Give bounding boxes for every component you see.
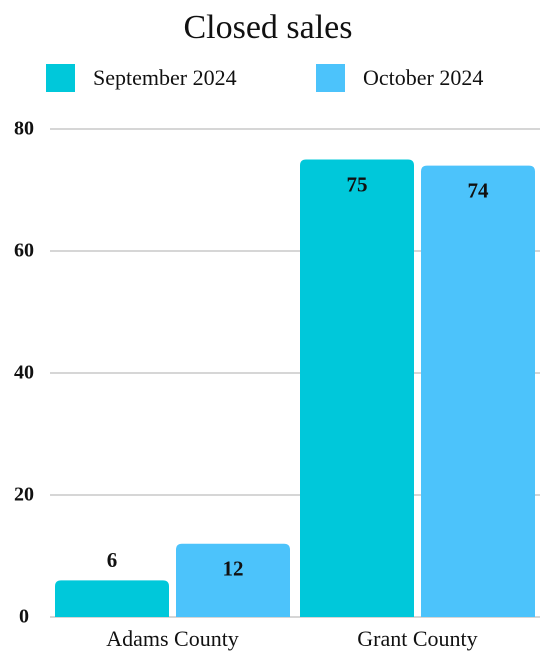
y-tick-label: 40: [14, 362, 34, 384]
legend-swatch: [46, 64, 75, 92]
y-tick-label: 0: [19, 606, 29, 628]
bar: [421, 165, 535, 617]
legend-label: October 2024: [363, 65, 483, 90]
y-tick-label: 60: [14, 240, 34, 262]
legend-swatch: [316, 64, 345, 92]
bar: [55, 580, 169, 617]
data-label: 75: [347, 172, 368, 196]
bar: [300, 159, 414, 617]
y-tick-label: 80: [14, 118, 34, 140]
legend-label: September 2024: [93, 65, 237, 90]
bar: [176, 543, 290, 617]
y-tick-label: 20: [14, 484, 34, 506]
data-label: 6: [107, 548, 118, 572]
data-label: 74: [468, 178, 490, 202]
x-tick-label: Grant County: [357, 626, 477, 651]
chart-title: Closed sales: [183, 9, 352, 46]
data-label: 12: [223, 557, 244, 581]
x-tick-label: Adams County: [106, 626, 239, 651]
